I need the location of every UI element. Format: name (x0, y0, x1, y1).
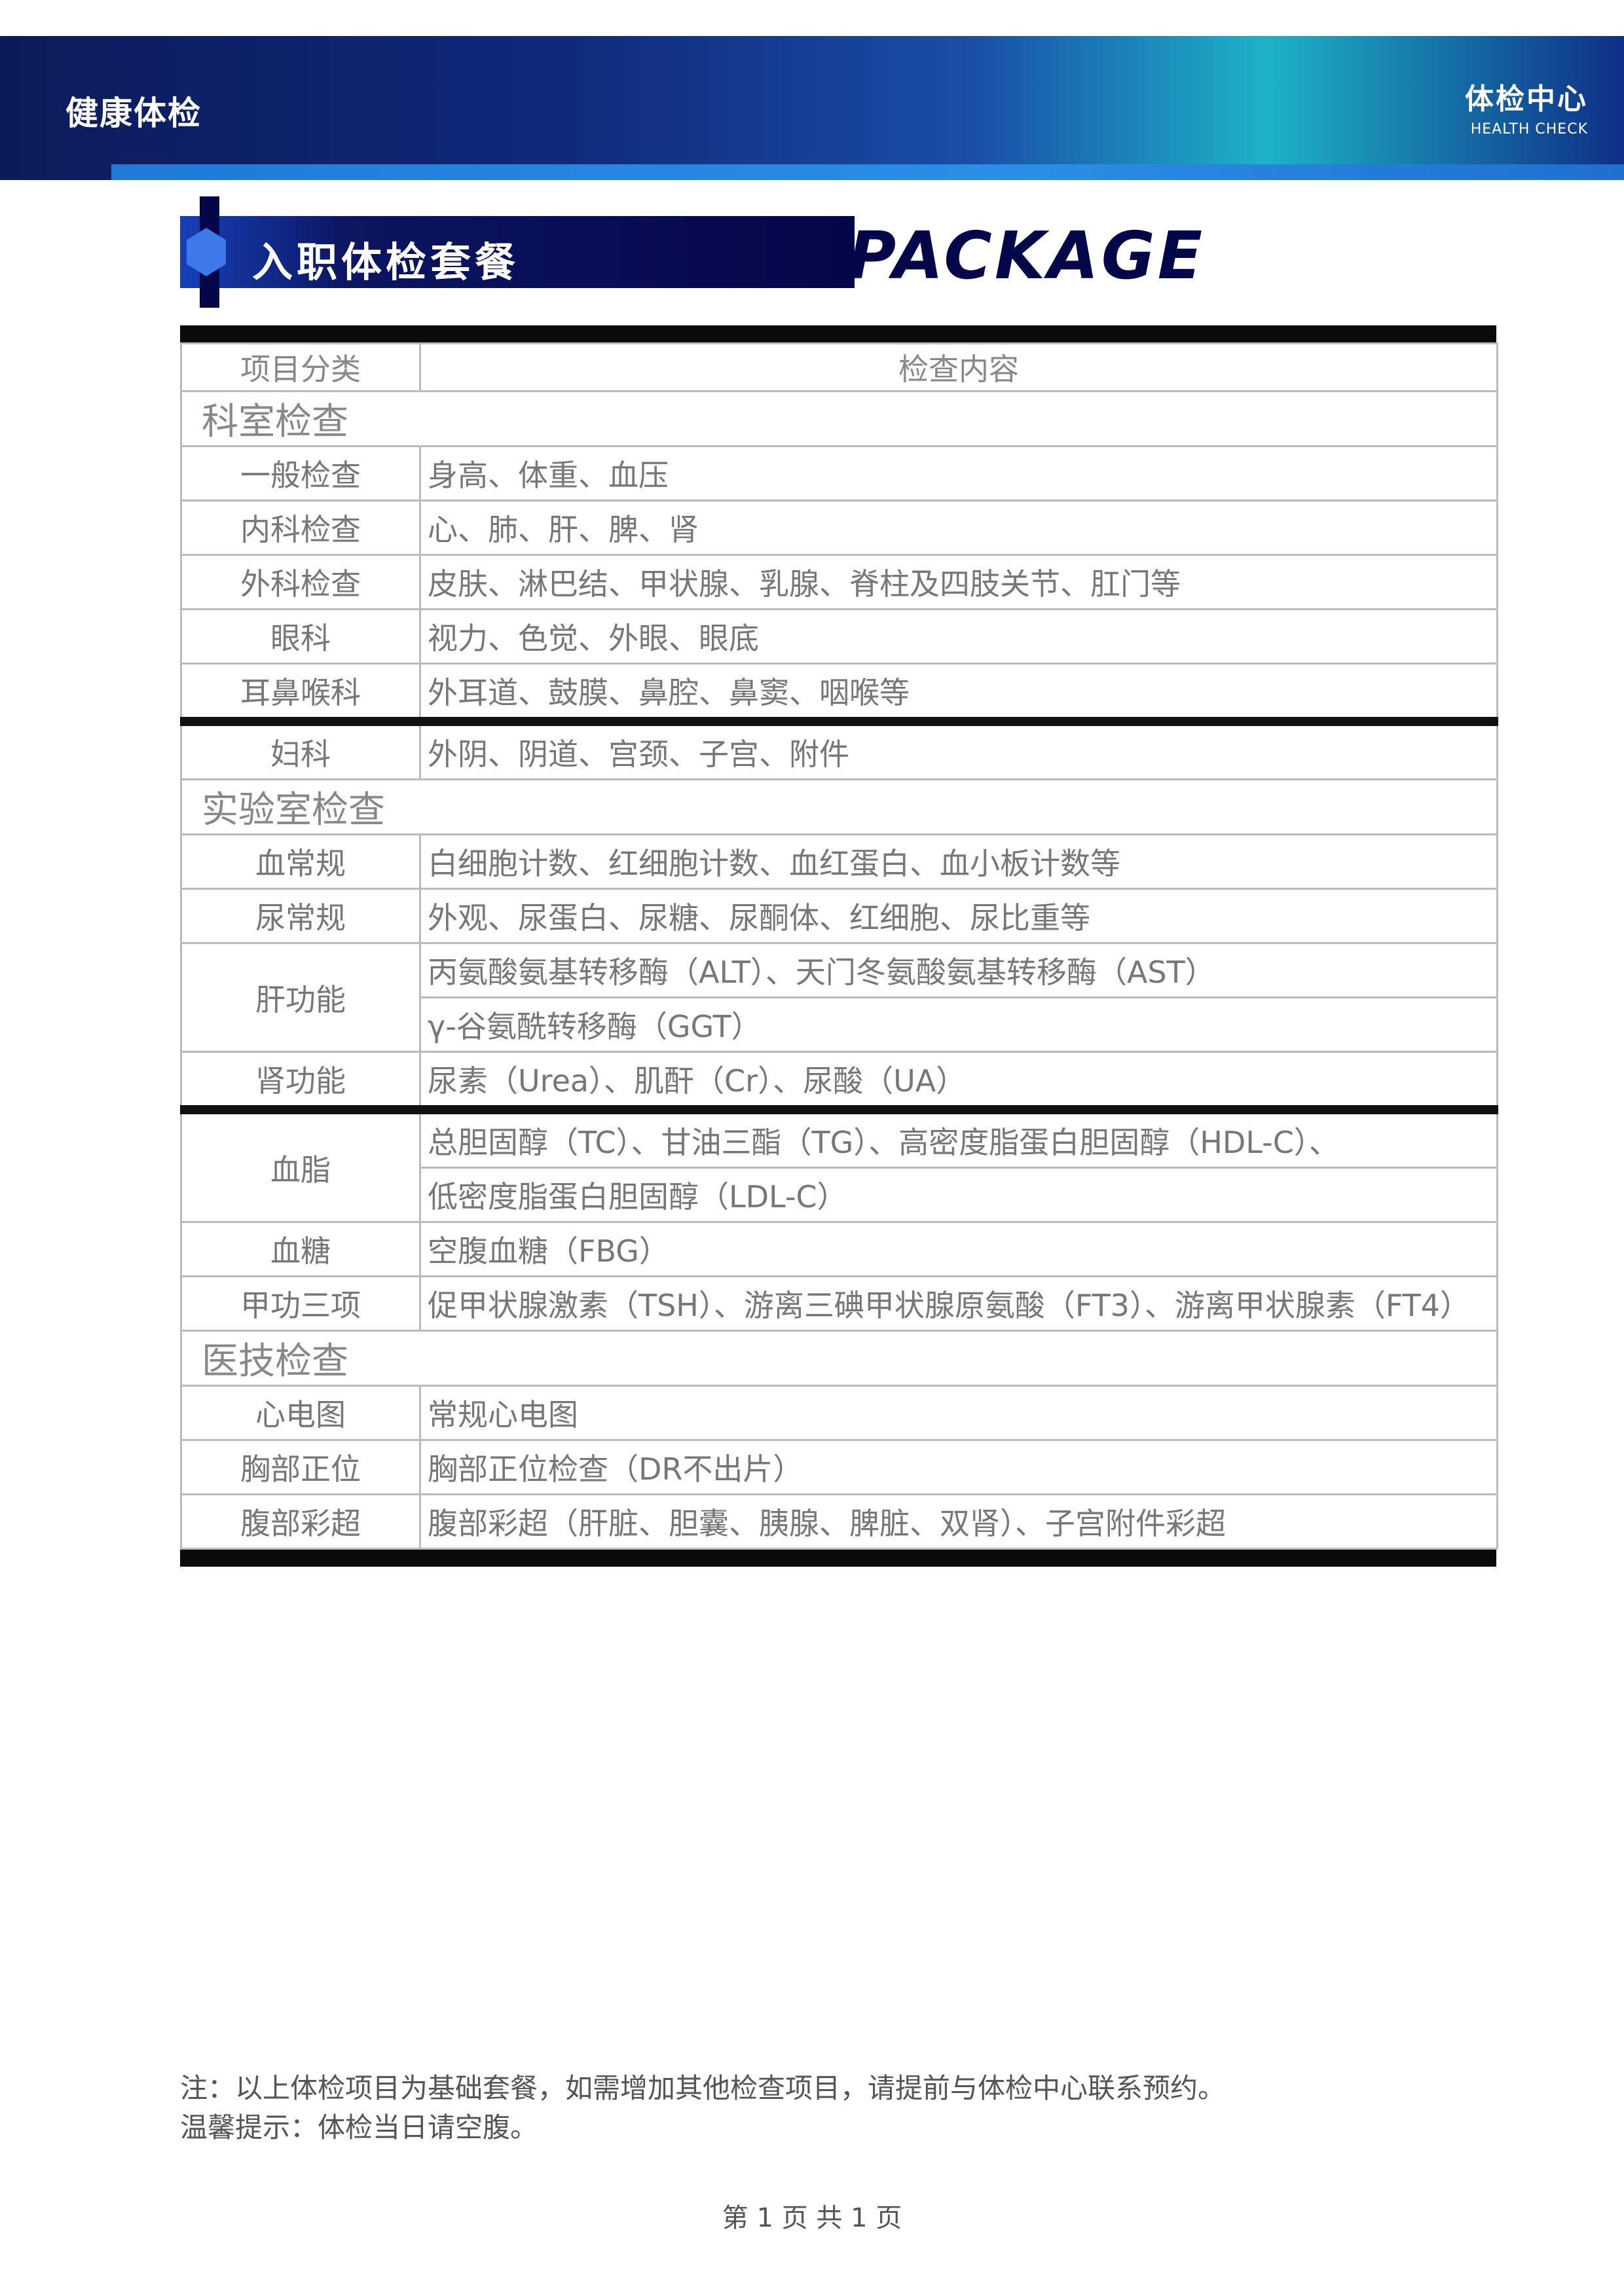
table-row: 腹部彩超 腹部彩超（肝脏、胆囊、胰腺、脾脏、双肾）、子宫附件彩超 (180, 1493, 1498, 1550)
row-category: 腹部彩超 (180, 1493, 421, 1550)
row-content: 皮肤、淋巴结、甲状腺、乳腺、脊柱及四肢关节、肛门等 (419, 554, 1498, 610)
note-line: 注：以上体检项目为基础套餐，如需增加其他检查项目，请提前与体检中心联系预约。 (180, 2072, 1226, 2104)
table-row: 甲功三项 促甲状腺激素（TSH）、游离三碘甲状腺原氨酸（FT3）、游离甲状腺素（… (180, 1275, 1498, 1332)
hexagon-icon (187, 228, 226, 276)
section-title-bar (180, 216, 855, 288)
row-content: γ-谷氨酰转移酶（GGT） (419, 996, 1498, 1053)
package-table: 项目分类 检查内容 科室检查 一般检查 身高、体重、血压 内科检查 心、肺、肝、… (180, 325, 1498, 1567)
table-row: 耳鼻喉科 外耳道、鼓膜、鼻腔、鼻窦、咽喉等 (180, 663, 1498, 723)
header-brand: 体检中心 HEALTH CHECK (1372, 75, 1588, 137)
table-row: 一般检查 身高、体重、血压 (180, 445, 1498, 501)
section-title-text: 入职体检套餐 (252, 238, 520, 286)
group-label: 医技检查 (180, 1330, 1498, 1387)
row-category: 血糖 (180, 1221, 421, 1277)
table-row: 外科检查 皮肤、淋巴结、甲状腺、乳腺、脊柱及四肢关节、肛门等 (180, 554, 1498, 610)
table-row: 低密度脂蛋白胆固醇（LDL-C） (181, 1167, 1498, 1223)
row-category: 尿常规 (180, 888, 421, 944)
header-banner: 健康体检 体检中心 HEALTH CHECK (0, 36, 1624, 180)
row-content: 视力、色觉、外眼、眼底 (419, 608, 1498, 665)
group-label: 实验室检查 (180, 778, 1498, 835)
row-category: 血常规 (180, 833, 421, 890)
row-content: 丙氨酸氨基转移酶（ALT）、天门冬氨酸氨基转移酶（AST） (419, 942, 1498, 998)
row-content: 促甲状腺激素（TSH）、游离三碘甲状腺原氨酸（FT3）、游离甲状腺素（FT4） (419, 1275, 1498, 1332)
footer-notes: 注：以上体检项目为基础套餐，如需增加其他检查项目，请提前与体检中心联系预约。 温… (180, 2069, 1457, 2147)
header-brand-en: HEALTH CHECK (1470, 121, 1588, 137)
row-category: 妇科 (180, 717, 421, 780)
group-row-lab: 实验室检查 (180, 778, 1498, 835)
section-title-en: PACKAGE (848, 217, 1206, 294)
table-row: 胸部正位 胸部正位检查（DR不出片） (180, 1439, 1498, 1495)
table-row: 血脂 总胆固醇（TC）、甘油三酯（TG）、高密度脂蛋白胆固醇（HDL-C）、 (180, 1105, 1498, 1223)
header-category: 项目分类 (180, 342, 421, 392)
group-row-departments: 科室检查 (180, 390, 1498, 447)
table-header-row: 项目分类 检查内容 (180, 342, 1498, 392)
row-content: 心、肺、肝、脾、肾 (419, 500, 1498, 556)
header-left-text: 健康体检 (65, 94, 202, 132)
row-content: 总胆固醇（TC）、甘油三酯（TG）、高密度脂蛋白胆固醇（HDL-C）、 (419, 1105, 1498, 1169)
row-category: 甲功三项 (180, 1275, 421, 1332)
row-category: 耳鼻喉科 (180, 663, 421, 723)
row-category: 外科检查 (180, 554, 421, 610)
table-row: γ-谷氨酰转移酶（GGT） (181, 996, 1498, 1053)
row-content: 外耳道、鼓膜、鼻腔、鼻窦、咽喉等 (419, 663, 1498, 723)
row-category: 胸部正位 (180, 1439, 421, 1495)
table-row: 血糖 空腹血糖（FBG） (180, 1221, 1498, 1277)
row-content: 低密度脂蛋白胆固醇（LDL-C） (419, 1167, 1498, 1223)
row-category: 心电图 (180, 1385, 421, 1441)
group-label: 科室检查 (180, 390, 1498, 447)
group-row-imaging: 医技检查 (180, 1330, 1498, 1387)
table-row: 血常规 白细胞计数、红细胞计数、血红蛋白、血小板计数等 (180, 833, 1498, 890)
row-content: 腹部彩超（肝脏、胆囊、胰腺、脾脏、双肾）、子宫附件彩超 (419, 1493, 1498, 1550)
note-line: 温馨提示：体检当日请空腹。 (180, 2111, 538, 2143)
row-content: 白细胞计数、红细胞计数、血红蛋白、血小板计数等 (419, 833, 1498, 890)
row-content: 胸部正位检查（DR不出片） (419, 1439, 1498, 1495)
table-row: 内科检查 心、肺、肝、脾、肾 (180, 500, 1498, 556)
row-category: 一般检查 (180, 445, 421, 501)
row-category: 眼科 (180, 608, 421, 665)
section-title: 入职体检套餐 PACKAGE (180, 196, 1202, 308)
header-content: 检查内容 (419, 342, 1498, 392)
row-category: 肝功能 (180, 942, 421, 1053)
table-row: 肾功能 尿素（Urea）、肌酐（Cr）、尿酸（UA） (180, 1051, 1498, 1111)
table-row: 肝功能 丙氨酸氨基转移酶（ALT）、天门冬氨酸氨基转移酶（AST） (180, 942, 1498, 1053)
row-category: 血脂 (180, 1105, 421, 1223)
page-number: 第 1 页 共 1 页 (722, 2203, 902, 2233)
row-content: 外阴、阴道、宫颈、子宫、附件 (419, 717, 1498, 780)
row-category: 内科检查 (180, 500, 421, 556)
table-row: 心电图 常规心电图 (180, 1385, 1498, 1441)
table-row: 尿常规 外观、尿蛋白、尿糖、尿酮体、红细胞、尿比重等 (180, 888, 1498, 944)
row-content: 身高、体重、血压 (419, 445, 1498, 501)
header-brand-cn: 体检中心 (1465, 82, 1588, 116)
table-row: 眼科 视力、色觉、外眼、眼底 (180, 608, 1498, 665)
row-content: 空腹血糖（FBG） (419, 1221, 1498, 1277)
row-content: 外观、尿蛋白、尿糖、尿酮体、红细胞、尿比重等 (419, 888, 1498, 944)
row-category: 肾功能 (180, 1051, 421, 1111)
row-content: 尿素（Urea）、肌酐（Cr）、尿酸（UA） (419, 1051, 1498, 1111)
row-content: 常规心电图 (419, 1385, 1498, 1441)
table-row: 妇科 外阴、阴道、宫颈、子宫、附件 (180, 717, 1498, 780)
